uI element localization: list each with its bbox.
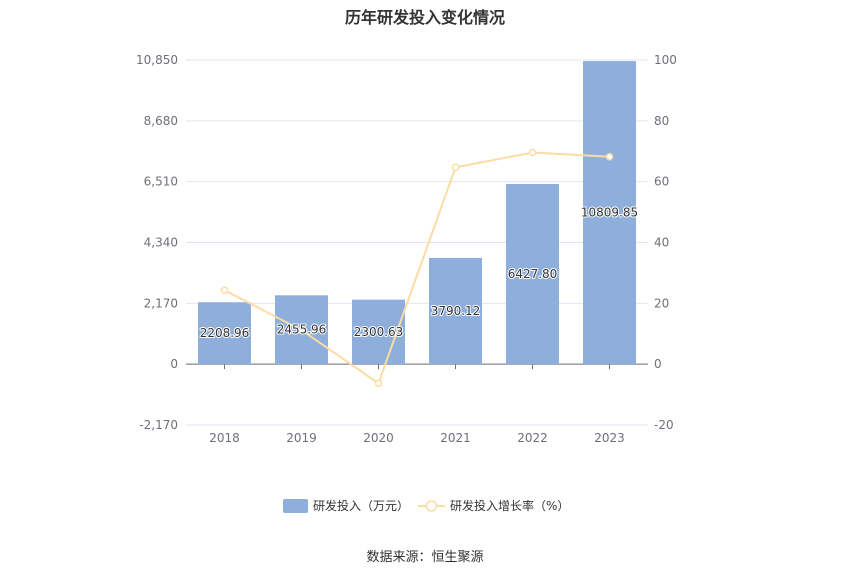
data-labels: 2208.96 2455.96 2300.63 3790.12 6427.80 10809…	[199, 205, 639, 342]
legend-bar-swatch	[283, 499, 308, 513]
y-right-tick-label: 40	[654, 236, 669, 250]
legend-point-swatch	[425, 500, 438, 512]
source-note: 数据来源：恒生聚源	[366, 550, 484, 565]
grid-lines	[186, 59, 648, 426]
x-tick-label: 2020	[363, 431, 394, 445]
y-left-tick-label: 2,170	[144, 296, 178, 310]
line-series	[220, 148, 614, 388]
bar-value-label: 10809.85	[581, 206, 638, 220]
growth-point	[451, 163, 460, 172]
bar	[506, 183, 559, 365]
y-left-tick-label: 6,510	[144, 175, 178, 189]
x-tick-label: 2019	[286, 431, 317, 445]
growth-line	[224, 151, 610, 385]
growth-point	[374, 379, 383, 388]
bar	[583, 61, 636, 365]
y-right-tick-label: 100	[654, 53, 677, 67]
y-right-tick-label: 0	[654, 357, 662, 371]
growth-point	[297, 326, 306, 334]
bar-value-label: 3790.12	[431, 304, 481, 318]
bar-value-label: 6427.80	[508, 267, 558, 281]
y-left-tick-label: -2,170	[139, 418, 178, 432]
bar	[198, 302, 251, 365]
y-right-tick-label: -20	[654, 418, 674, 432]
y-right-tick-label: 60	[654, 175, 669, 189]
y-left-tick-label: 0	[170, 357, 178, 371]
x-tick-label: 2018	[209, 431, 240, 445]
y-left-tick-label: 8,680	[144, 114, 178, 128]
legend-label: 研发投入增长率（%）	[450, 498, 569, 513]
bar-value-label: 2455.96	[277, 323, 327, 337]
legend-label: 研发投入（万元）	[313, 498, 409, 513]
legend-item-growth-rate[interactable]: 研发投入增长率（%）	[418, 498, 569, 513]
growth-point	[605, 152, 614, 161]
y-left-tick-label: 10,850	[136, 53, 178, 67]
axes: -2,170 0 2,170 4,340 6,510 8,680 10,850 -20 0 20 4…	[136, 53, 677, 445]
bar-value-label: 2300.63	[354, 325, 404, 339]
legend-item-rd-investment[interactable]: 研发投入（万元）	[283, 498, 409, 513]
legend[interactable]: 研发投入（万元） 研发投入增长率（%）	[283, 498, 569, 513]
y-left-tick-label: 4,340	[144, 236, 178, 250]
chart-title: 历年研发投入变化情况	[344, 8, 505, 27]
x-tick-label: 2022	[517, 431, 548, 445]
x-tick-label: 2023	[594, 431, 625, 445]
bar	[429, 257, 482, 365]
bar-value-label: 2208.96	[200, 326, 250, 340]
bar-series	[198, 61, 636, 365]
y-right-tick-label: 80	[654, 114, 669, 128]
growth-point	[220, 286, 229, 295]
x-tick-label: 2021	[440, 431, 471, 445]
y-right-tick-label: 20	[654, 296, 669, 310]
growth-point	[528, 148, 537, 157]
